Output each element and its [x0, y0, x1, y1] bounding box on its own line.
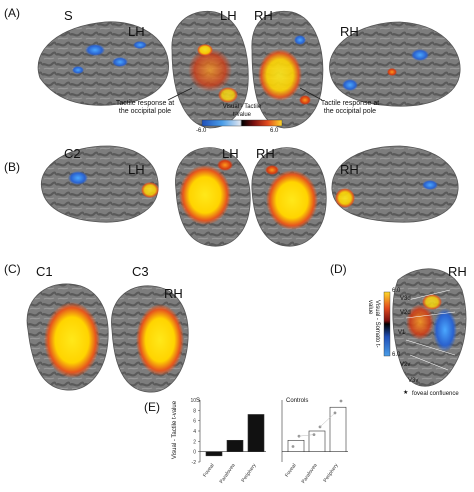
chart-1-category-label: Foveal [284, 463, 298, 479]
foveal-confluence-legend: foveal confluence [412, 391, 459, 397]
chart-1-point [312, 433, 316, 437]
panel-a-rh-top-label: RH [254, 8, 273, 23]
panel-a-rh-lateral-brain [329, 21, 461, 107]
panel-d-label: (D) [330, 262, 347, 276]
star-icon: ★ [403, 390, 409, 396]
panel-b-rh-top-label: RH [256, 146, 275, 161]
panel-b-lh-top-brain [175, 147, 251, 247]
chart-1-bar [329, 406, 347, 452]
panel-a-rh-top-brain [251, 10, 324, 129]
chart-1-connector [298, 434, 315, 437]
chart-controls-title: Controls [286, 398, 309, 404]
chart-0-ytick-label: 0 [193, 450, 196, 456]
panel-e-label: (E) [144, 400, 160, 414]
annotation-left: Tactile response at the occipital pole [115, 100, 175, 115]
colorbar-d-max: 6.0 [392, 288, 401, 294]
chart-0-ytick-label: 2 [193, 439, 196, 445]
chart-1-category-label: Parafovea [301, 463, 319, 485]
chart-1-point [333, 411, 337, 415]
label-v2d: V2d [400, 310, 411, 316]
chart-0-category-label: Foveal [202, 463, 216, 479]
panel-b-rh-top-brain [251, 147, 327, 247]
chart-0-bar [226, 439, 244, 452]
colorbar-a-subtitle: t-value [232, 112, 251, 118]
chart-0-bar [247, 414, 265, 452]
callout-line-right [299, 87, 323, 101]
panel-c-rh-label: RH [164, 286, 183, 301]
chart-0-category-label: Parafovea [219, 463, 237, 485]
panel-b-lh-label: LH [128, 162, 145, 177]
colorbar-a-title: Visual - Tactile [222, 104, 262, 110]
chart-1-category-label: Periphery [322, 462, 339, 483]
panel-a-subject: S [64, 8, 73, 23]
colorbar-a-min: -6.0 [196, 128, 207, 134]
panel-b-rh-label: RH [340, 162, 359, 177]
panel-d-colorbar [383, 291, 391, 357]
panel-c-subject-right: C3 [132, 264, 149, 279]
panel-b-rh-lateral-brain [331, 145, 459, 223]
panel-a-lh-top-brain [171, 10, 249, 129]
panel-a-label: (A) [4, 6, 20, 20]
label-v3d: V3d [400, 296, 411, 302]
chart-ylabel: Visual - Tactile t-value [172, 400, 178, 460]
chart-0-ytick-label: 6 [193, 419, 196, 425]
panel-a-colorbar [201, 119, 283, 127]
panel-c-label: (C) [4, 262, 21, 276]
chart-0-category-label: Periphery [240, 462, 257, 483]
chart-0-ytick-label: 8 [193, 408, 196, 414]
label-v2v: V2v [400, 362, 411, 368]
panel-c-subject-left: C1 [36, 264, 53, 279]
panel-b-lh-top-label: LH [222, 146, 239, 161]
panel-b-subject: C2 [64, 146, 81, 161]
chart-0-ytick-label: 10 [190, 398, 196, 404]
chart-0-bar [205, 451, 223, 457]
chart-1-bar [287, 439, 305, 452]
panel-b-label: (B) [4, 160, 20, 174]
panel-b-lh-lateral-brain [40, 145, 159, 223]
annotation-right: Tactile response at the occipital pole [320, 100, 380, 115]
label-v3v: V3v [408, 378, 419, 384]
chart-1-point [339, 399, 343, 403]
colorbar-d-min: 6.0 [392, 352, 401, 358]
panel-c-c3-brain [111, 285, 189, 393]
chart-s-title: S [196, 398, 201, 404]
panel-a-rh-label: RH [340, 24, 359, 39]
panel-d-rh-label: RH [448, 264, 467, 279]
panel-a-lh-top-label: LH [220, 8, 237, 23]
chart-0-ytick-label: -2 [192, 460, 197, 466]
callout-line-left [167, 87, 193, 101]
panel-d-brain [392, 268, 467, 387]
chart-1-connector [319, 412, 336, 428]
colorbar-d-title: Visual - Somato t-value [367, 300, 380, 348]
chart-1-point [291, 445, 295, 448]
panel-a-lh-lateral-brain [37, 21, 169, 106]
chart-1-bar [308, 430, 326, 452]
chart-0-ytick-label: 4 [193, 429, 196, 435]
colorbar-a-max: 6.0 [270, 128, 279, 134]
panel-c-c1-brain [26, 283, 109, 391]
label-v1: V1 [398, 330, 406, 336]
panel-a-lh-label: LH [128, 24, 145, 39]
